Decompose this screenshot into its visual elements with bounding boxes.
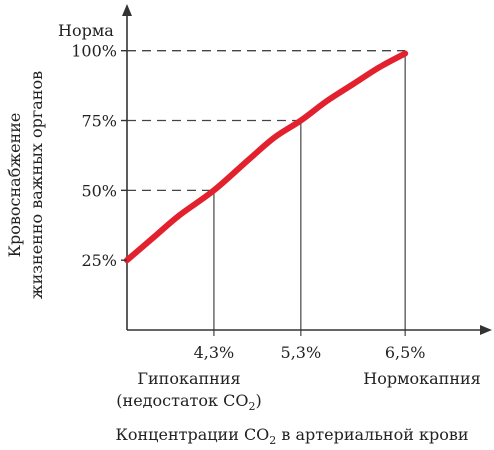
y-axis-title-line2: жизненно важных органов bbox=[27, 71, 46, 299]
perfusion-curve bbox=[124, 50, 409, 264]
x-tick-label-1: 5,3% bbox=[281, 343, 322, 362]
y-axis-top-label: Норма bbox=[58, 21, 114, 40]
hypocapnia-sub-suffix: ) bbox=[255, 391, 261, 410]
hypocapnia-label: Гипокапния bbox=[137, 369, 240, 388]
y-tick-label-2: 75% bbox=[81, 112, 117, 131]
y-axis-title-line1: Кровоснабжение bbox=[5, 113, 24, 258]
y-axis-title: Кровоснабжение жизненно важных органов bbox=[5, 71, 46, 299]
y-tick-label-1: 50% bbox=[81, 181, 117, 200]
x-ticks: 4,3% 5,3% 6,5% bbox=[194, 343, 426, 362]
x-axis-title-prefix: Концентрации CO bbox=[116, 425, 270, 444]
hypocapnia-sub-prefix: (недостаток CO bbox=[116, 391, 248, 410]
x-tick-label-2: 6,5% bbox=[385, 343, 426, 362]
y-tick-label-3: 100% bbox=[71, 42, 117, 61]
guide-lines bbox=[127, 50, 406, 336]
hypocapnia-sub-sub: 2 bbox=[248, 400, 255, 413]
x-axis-title: Концентрации CO2 в артериальной крови bbox=[116, 425, 469, 447]
y-tick-label-0: 25% bbox=[81, 251, 117, 270]
x-axis-title-suffix: в артериальной крови bbox=[276, 425, 468, 444]
y-ticks: 25% 50% 75% 100% bbox=[71, 42, 127, 270]
normocapnia-label: Нормокапния bbox=[363, 369, 481, 388]
x-axis-title-sub: 2 bbox=[269, 434, 276, 447]
hypocapnia-sublabel: (недостаток CO2) bbox=[116, 391, 261, 413]
x-axis-arrow bbox=[480, 325, 492, 335]
y-axis-arrow bbox=[122, 4, 132, 16]
x-tick-label-0: 4,3% bbox=[194, 343, 235, 362]
